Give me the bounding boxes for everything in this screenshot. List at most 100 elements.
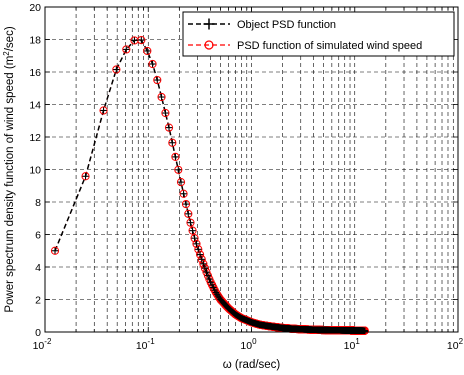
y-tick-label: 12 bbox=[29, 132, 41, 144]
point-simulated bbox=[137, 36, 146, 45]
y-tick-label: 16 bbox=[29, 67, 41, 79]
point-simulated bbox=[190, 234, 199, 243]
y-axis-label-prefix: Power spectrum density function of wind … bbox=[4, 56, 16, 313]
y-axis-label: Power spectrum density function of wind … bbox=[2, 26, 16, 312]
point-object bbox=[100, 107, 107, 114]
point-object bbox=[158, 93, 165, 101]
point-object bbox=[361, 327, 368, 334]
point-object bbox=[138, 36, 145, 44]
point-simulated bbox=[164, 123, 174, 132]
point-object bbox=[149, 60, 156, 68]
point-simulated bbox=[122, 45, 131, 54]
x-tick-label: 102 bbox=[447, 337, 464, 352]
point-simulated bbox=[195, 250, 205, 259]
point-object bbox=[51, 247, 59, 254]
point-object bbox=[172, 153, 179, 161]
y-tick-label: 2 bbox=[35, 295, 41, 307]
point-simulated bbox=[148, 59, 157, 69]
series-layer bbox=[50, 36, 369, 335]
x-tick-label-exp: -1 bbox=[148, 337, 156, 346]
legend: Object PSD function PSD function of simu… bbox=[182, 11, 455, 57]
point-simulated bbox=[174, 165, 183, 174]
point-simulated bbox=[153, 75, 162, 85]
y-tick-label: 10 bbox=[29, 165, 41, 177]
point-simulated bbox=[171, 152, 180, 161]
y-tick-label: 0 bbox=[35, 327, 41, 339]
point-object bbox=[187, 219, 194, 226]
point-object bbox=[177, 178, 185, 186]
point-object bbox=[169, 139, 176, 146]
x-tick-label-base: 10 bbox=[344, 340, 356, 352]
point-simulated bbox=[99, 106, 108, 115]
point-object bbox=[195, 246, 202, 253]
point-simulated bbox=[197, 255, 206, 264]
legend-label-object: Object PSD function bbox=[237, 19, 336, 31]
point-object bbox=[196, 251, 204, 258]
x-tick-label: 10-1 bbox=[136, 337, 155, 352]
x-tick-label: 10-2 bbox=[33, 337, 52, 352]
point-object bbox=[198, 256, 205, 263]
point-simulated bbox=[188, 226, 197, 235]
x-tick-label-base: 10 bbox=[33, 340, 45, 352]
point-object bbox=[185, 210, 192, 218]
point-simulated bbox=[199, 259, 208, 268]
point-object bbox=[175, 166, 182, 174]
point-simulated bbox=[179, 189, 188, 198]
point-object bbox=[131, 37, 138, 44]
x-tick-label: 101 bbox=[344, 337, 361, 352]
y-tick-label: 4 bbox=[35, 262, 41, 274]
point-simulated bbox=[186, 218, 195, 227]
point-simulated bbox=[184, 209, 193, 218]
y-tick-label: 14 bbox=[29, 100, 41, 112]
y-axis-label-suffix: /sec) bbox=[4, 26, 16, 51]
point-object bbox=[201, 264, 209, 272]
point-simulated bbox=[81, 172, 90, 181]
y-axis-label-sup: 2 bbox=[2, 51, 11, 56]
point-object bbox=[203, 268, 210, 276]
grid-lines bbox=[45, 7, 458, 332]
x-tick-label-exp: 2 bbox=[459, 337, 464, 346]
point-object bbox=[206, 275, 213, 283]
point-object bbox=[180, 190, 187, 197]
y-tick-label: 6 bbox=[35, 230, 41, 242]
y-tick-label: 8 bbox=[35, 197, 41, 209]
x-tick-label-base: 10 bbox=[136, 340, 148, 352]
plot-frame bbox=[44, 6, 459, 333]
point-object bbox=[154, 76, 161, 84]
x-tick-label-exp: -2 bbox=[44, 337, 52, 346]
point-simulated bbox=[157, 92, 166, 102]
y-tick-label: 18 bbox=[29, 35, 41, 47]
x-tick-label-exp: 0 bbox=[252, 337, 257, 346]
point-object bbox=[123, 46, 130, 53]
x-tick-label-base: 10 bbox=[447, 340, 459, 352]
point-object bbox=[182, 200, 190, 208]
point-object bbox=[113, 66, 120, 73]
x-tick-label: 100 bbox=[240, 337, 257, 352]
point-simulated bbox=[112, 65, 121, 74]
point-object bbox=[189, 227, 196, 234]
point-simulated bbox=[50, 246, 60, 255]
legend-marker-plus bbox=[203, 18, 215, 30]
point-simulated bbox=[181, 199, 191, 209]
point-object bbox=[82, 173, 89, 180]
point-object bbox=[165, 124, 173, 131]
point-simulated bbox=[168, 138, 177, 147]
legend-box bbox=[182, 11, 455, 57]
point-simulated bbox=[176, 178, 186, 187]
y-tick-label: 20 bbox=[29, 2, 41, 14]
point-simulated bbox=[194, 245, 203, 254]
point-object bbox=[191, 234, 198, 242]
x-tick-label-base: 10 bbox=[240, 340, 252, 352]
legend-marker-circle bbox=[204, 40, 214, 50]
point-object bbox=[144, 47, 151, 55]
legend-label-simulated: PSD function of simulated wind speed bbox=[237, 40, 422, 52]
point-object bbox=[193, 240, 200, 248]
point-simulated bbox=[161, 108, 170, 118]
point-simulated bbox=[143, 46, 152, 56]
point-object bbox=[204, 272, 212, 279]
x-tick-label-exp: 1 bbox=[355, 337, 360, 346]
point-simulated bbox=[192, 239, 201, 248]
x-axis-label: ω (rad/sec) bbox=[223, 359, 281, 371]
